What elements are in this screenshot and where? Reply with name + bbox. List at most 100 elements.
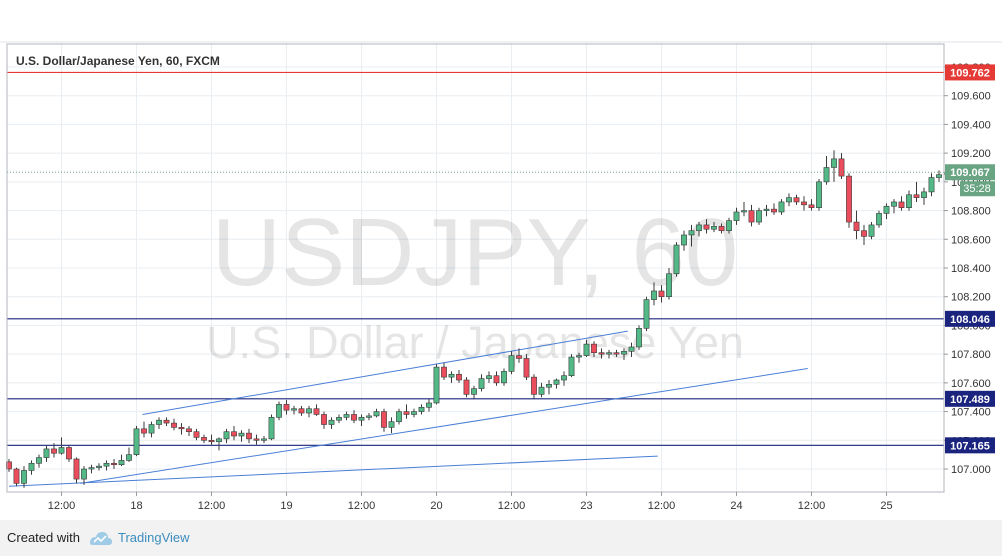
candle [193, 428, 200, 441]
candle [733, 207, 740, 225]
candle [883, 203, 890, 220]
level-price-label: 107.165 [950, 440, 990, 452]
candle [73, 457, 80, 484]
candle [666, 268, 672, 300]
tradingview-logo-icon[interactable] [87, 529, 113, 547]
candle [321, 411, 327, 429]
candle [88, 464, 95, 474]
candle [853, 210, 860, 240]
countdown-label-bg [960, 181, 995, 197]
x-tick-label: 18 [130, 500, 142, 512]
candle [553, 378, 560, 389]
candle [171, 418, 177, 431]
candle [231, 425, 237, 441]
candle [21, 466, 27, 488]
candle-body [343, 414, 350, 418]
candle-body [778, 201, 785, 213]
candle [366, 413, 372, 421]
candle-body [598, 352, 605, 355]
candle [501, 368, 507, 386]
candle-body [103, 462, 110, 467]
candle-body [673, 244, 680, 275]
candle-body [163, 419, 170, 424]
candle-body [733, 211, 740, 221]
candle-body [43, 448, 50, 458]
chart-background [0, 0, 1002, 520]
candle-body [388, 421, 395, 428]
candle [823, 156, 830, 185]
candle [36, 454, 42, 468]
candle [223, 428, 230, 444]
candle [208, 434, 215, 445]
x-tick-label: 12:00 [648, 500, 676, 512]
candle-body [756, 210, 762, 223]
candle-body [906, 194, 912, 208]
candle-body [73, 458, 80, 480]
candle [651, 282, 657, 306]
candle [628, 342, 635, 358]
candle-body [28, 462, 35, 471]
candle-body [823, 167, 830, 183]
candle-body [748, 210, 755, 223]
candle [613, 349, 620, 358]
candle [201, 434, 207, 444]
candle [28, 460, 35, 475]
candle [96, 463, 102, 471]
candle [771, 203, 777, 215]
candle [403, 404, 410, 419]
candle-body [81, 468, 87, 480]
candle-body [411, 411, 417, 415]
last-price-label-bg [945, 164, 995, 181]
price-labels: 109.762 108.046 107.489 107.165 109.067 35:28 [945, 64, 995, 454]
candle [643, 296, 650, 332]
level-price-label-bg [945, 310, 995, 327]
candle-body [448, 373, 455, 378]
candle [478, 374, 485, 392]
x-tick-label: 24 [730, 500, 742, 512]
candle [816, 178, 822, 211]
level-price-label: 108.046 [950, 314, 990, 326]
candle [921, 187, 927, 205]
candle [328, 417, 335, 429]
x-tick-label: 19 [280, 500, 292, 512]
candle [253, 434, 260, 445]
candle-body [298, 408, 305, 414]
candle-body [808, 204, 815, 208]
candle-body [133, 428, 140, 455]
candle [456, 369, 462, 383]
candle-body [201, 437, 207, 441]
candle [598, 348, 605, 359]
candle [43, 446, 50, 462]
candle-body [231, 431, 237, 437]
candle-body [636, 328, 642, 348]
candle-body [688, 230, 695, 236]
candle [546, 380, 552, 395]
candle [6, 458, 12, 472]
candle-body [621, 350, 627, 355]
candle-body [703, 224, 710, 230]
candle [688, 224, 695, 247]
candle [658, 285, 665, 303]
candle-body [613, 352, 620, 355]
candle-body [876, 213, 882, 226]
candle-body [816, 181, 822, 208]
y-tick-label: 107.400 [951, 407, 991, 419]
candle [861, 224, 867, 246]
candle [801, 196, 807, 211]
candle-body [208, 440, 215, 443]
candle [283, 400, 290, 415]
candle-body [126, 454, 132, 461]
candle-body [771, 208, 777, 213]
candle-body [426, 402, 432, 408]
candle [471, 385, 477, 399]
candle-body [868, 224, 875, 237]
tradingview-brand-link[interactable]: TradingView [118, 530, 190, 545]
horizontal-levels [7, 71, 944, 446]
candle [313, 404, 320, 416]
candle-body [726, 220, 732, 231]
candle [268, 414, 275, 441]
candle-body [36, 457, 42, 464]
candle [66, 446, 72, 462]
chart-title: U.S. Dollar/Japanese Yen, 60, FXCM [16, 54, 220, 68]
y-tick-label: 107.800 [951, 349, 991, 361]
